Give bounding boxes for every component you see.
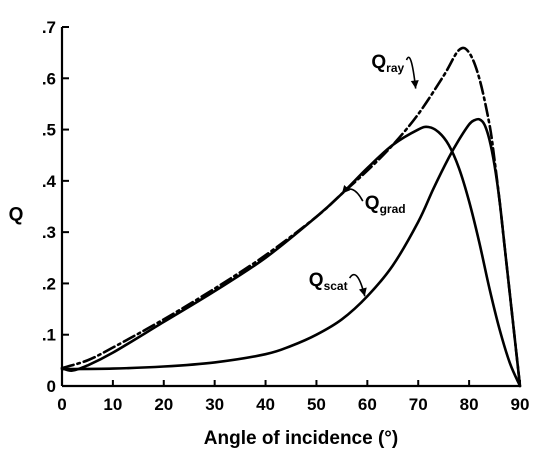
- annotation-label-scat: Qscat: [309, 270, 348, 293]
- x-tick-label: 60: [358, 395, 377, 414]
- y-tick-label: .4: [42, 172, 57, 191]
- x-tick-label: 90: [511, 395, 530, 414]
- x-tick-label: 10: [103, 395, 122, 414]
- annotations-layer: Qray Qgrad Qscat: [309, 52, 419, 297]
- y-tick-label: .7: [42, 18, 56, 37]
- x-ticks: 0 10 20 30 40 50 60 70 80 90: [57, 380, 529, 414]
- y-tick-label: .6: [42, 69, 56, 88]
- annotation-label-grad: Qgrad: [365, 193, 406, 216]
- annotation-arrowhead-scat: [358, 287, 367, 297]
- x-tick-label: 40: [256, 395, 275, 414]
- y-tick-label: 0: [47, 377, 56, 396]
- x-tick-label: 70: [409, 395, 428, 414]
- x-axis-label: Angle of incidence (°): [204, 428, 398, 449]
- x-tick-label: 0: [57, 395, 66, 414]
- x-tick-label: 30: [205, 395, 224, 414]
- annotation-label-ray: Qray: [371, 52, 404, 75]
- series-line-q-grad: [60, 125, 522, 388]
- x-tick-label: 80: [460, 395, 479, 414]
- y-axis-label: Q: [9, 205, 24, 226]
- y-tick-label: .3: [42, 223, 56, 242]
- series-line-q-ray: [60, 46, 522, 388]
- x-tick-label: 50: [307, 395, 326, 414]
- y-tick-label: .2: [42, 274, 56, 293]
- axes: [60, 27, 520, 388]
- annotation-arrowhead-grad: [341, 185, 351, 194]
- series-line-q-scat: [60, 117, 522, 388]
- y-ticks: 0 .1 .2 .3 .4 .5 .6 .7: [42, 18, 69, 396]
- y-tick-label: .1: [42, 326, 56, 345]
- x-tick-label: 20: [154, 395, 173, 414]
- series-layer: [60, 46, 522, 388]
- y-tick-label: .5: [42, 121, 56, 140]
- annotation-arrowhead-ray: [410, 80, 419, 89]
